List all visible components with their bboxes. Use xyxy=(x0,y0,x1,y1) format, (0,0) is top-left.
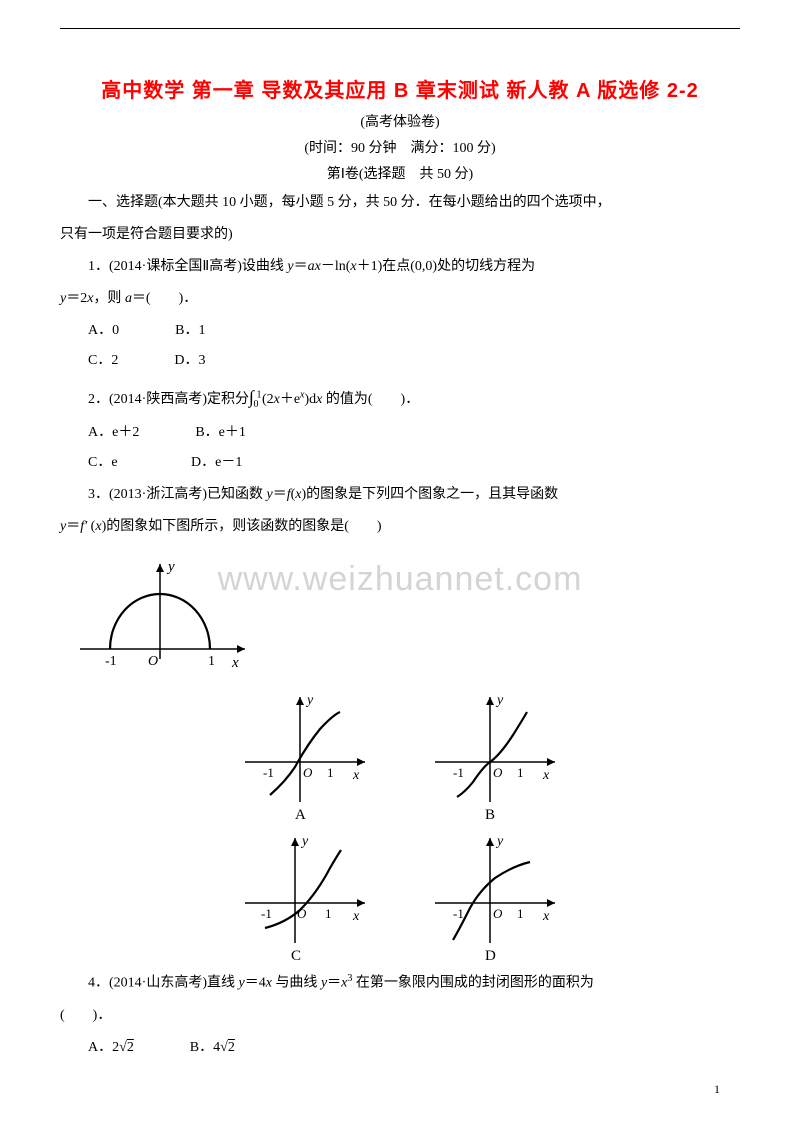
var-ax: ax xyxy=(308,259,321,274)
q1-options-2: C．2 D．3 xyxy=(88,347,740,375)
q2-options-2: C．e D．e－1 xyxy=(88,449,740,477)
q4-opt-gap: B．4 xyxy=(134,1040,220,1055)
q2-text-e: 的值为( )． xyxy=(326,392,419,407)
page-container: www.weizhuannet.com 高中数学 第一章 导数及其应用 B 章末… xyxy=(0,0,800,1117)
svg-text:x: x xyxy=(542,909,550,924)
sqrt-sign: √ xyxy=(220,1040,228,1055)
q4-options-1: A．2√2 B．4√2 xyxy=(88,1034,740,1062)
question-4-line2: ( )． xyxy=(60,1002,740,1030)
svg-text:1: 1 xyxy=(327,765,334,780)
main-graph-svg: -1 O 1 x y xyxy=(60,549,260,679)
graph-option-c: -1 O 1 x y C xyxy=(235,828,375,963)
svg-text:1: 1 xyxy=(517,906,524,921)
svg-text:1: 1 xyxy=(517,765,524,780)
svg-text:O: O xyxy=(493,765,503,780)
svg-text:y: y xyxy=(495,693,504,708)
doc-title: 高中数学 第一章 导数及其应用 B 章末测试 新人教 A 版选修 2-2 xyxy=(60,74,740,103)
q1-text-g: ＝( )． xyxy=(132,291,197,306)
svg-text:O: O xyxy=(148,654,158,669)
section-intro-2: 只有一项是符合题目要求的) xyxy=(60,221,740,249)
svg-text:y: y xyxy=(305,693,314,708)
q3-text-d: )的图象是下列四个图象之一，且其导函数 xyxy=(302,487,559,502)
svg-text:O: O xyxy=(303,765,313,780)
q2-text-c: ＋e xyxy=(280,392,300,407)
svg-text:B: B xyxy=(485,807,495,822)
q4-opt-a: A．2 xyxy=(88,1040,119,1055)
q2-text-a: 2．(2014·陕西高考)定积分 xyxy=(88,392,249,407)
q1-text-c: －ln( xyxy=(321,259,351,274)
q1-text-e: ＝2 xyxy=(66,291,87,306)
svg-text:1: 1 xyxy=(208,654,215,669)
q3-text-a: 3．(2013·浙江高考)已知函数 xyxy=(88,487,267,502)
svg-text:-1: -1 xyxy=(105,654,117,669)
svg-text:-1: -1 xyxy=(453,906,464,921)
derivative-graph: -1 O 1 x y xyxy=(60,549,740,679)
graph-option-d: -1 O 1 x y D xyxy=(425,828,565,963)
q2-text-b: (2 xyxy=(258,392,273,407)
q1-text-f: ，则 xyxy=(93,291,125,306)
sqrt-2: 2 xyxy=(127,1040,134,1055)
q1-options-1: A．0 B．1 xyxy=(88,317,740,345)
svg-text:y: y xyxy=(300,834,309,849)
var-x: x xyxy=(316,392,326,407)
subtitle-1: (高考体验卷) xyxy=(60,111,740,131)
question-3-line2: y＝f′ (x)的图象如下图所示，则该函数的图象是( ) xyxy=(60,513,740,541)
svg-text:x: x xyxy=(352,768,360,783)
question-3: 3．(2013·浙江高考)已知函数 y＝f(x)的图象是下列四个图象之一，且其导… xyxy=(60,481,740,509)
subtitle-3: 第Ⅰ卷(选择题 共 50 分) xyxy=(60,163,740,183)
q1-text-d: ＋1)在点(0,0)处的切线方程为 xyxy=(357,259,536,274)
svg-text:A: A xyxy=(295,807,306,822)
graph-d-svg: -1 O 1 x y D xyxy=(425,828,565,963)
svg-text:O: O xyxy=(493,906,503,921)
q4-text-d: ＝ xyxy=(327,976,341,991)
q3-text-b: ＝ xyxy=(273,487,287,502)
q1-text-a: 1．(2014·课标全国Ⅱ高考)设曲线 xyxy=(88,259,287,274)
var-a: a xyxy=(125,291,132,306)
q2-options-1: A．e＋2 B．e＋1 xyxy=(88,419,740,447)
option-graphs-row-2: -1 O 1 x y C -1 O 1 x y D xyxy=(60,828,740,963)
q4-text-a: 4．(2014·山东高考)直线 xyxy=(88,976,239,991)
section-intro: 一、选择题(本大题共 10 小题，每小题 5 分，共 50 分．在每小题给出的四… xyxy=(60,189,740,217)
sqrt-sign: √ xyxy=(119,1040,127,1055)
page-number: 1 xyxy=(60,1082,740,1097)
question-1-line2: y＝2x，则 a＝( )． xyxy=(60,285,740,313)
svg-text:1: 1 xyxy=(325,906,332,921)
svg-text:D: D xyxy=(485,948,496,963)
sqrt-2b: 2 xyxy=(228,1040,235,1055)
q4-text-e: 在第一象限内围成的封闭图形的面积为 xyxy=(352,976,594,991)
graph-a-svg: -1 O 1 x y A xyxy=(235,687,375,822)
svg-text:y: y xyxy=(166,559,175,575)
q3-text-g: )的图象如下图所示，则该函数的图象是( ) xyxy=(102,519,382,534)
svg-text:-1: -1 xyxy=(261,906,272,921)
svg-text:O: O xyxy=(297,906,307,921)
question-1: 1．(2014·课标全国Ⅱ高考)设曲线 y＝ax－ln(x＋1)在点(0,0)处… xyxy=(60,253,740,281)
q3-text-e: ＝ xyxy=(66,519,80,534)
graph-b-svg: -1 O 1 x y B xyxy=(425,687,565,822)
q4-text-b: ＝4 xyxy=(245,976,266,991)
svg-text:x: x xyxy=(352,909,360,924)
question-4: 4．(2014·山东高考)直线 y＝4x 与曲线 y＝x3 在第一象限内围成的封… xyxy=(60,969,740,998)
svg-text:y: y xyxy=(495,834,504,849)
svg-text:C: C xyxy=(291,948,301,963)
svg-text:x: x xyxy=(542,768,550,783)
q2-text-d: )d xyxy=(305,392,317,407)
svg-text:-1: -1 xyxy=(263,765,274,780)
graph-option-a: -1 O 1 x y A xyxy=(235,687,375,822)
subtitle-2: (时间：90 分钟 满分：100 分) xyxy=(60,137,740,157)
top-rule xyxy=(60,28,740,29)
svg-text:-1: -1 xyxy=(453,765,464,780)
svg-text:x: x xyxy=(231,655,239,671)
graph-c-svg: -1 O 1 x y C xyxy=(235,828,375,963)
graph-option-b: -1 O 1 x y B xyxy=(425,687,565,822)
q1-text-b: ＝ xyxy=(294,259,308,274)
q4-text-c: 与曲线 xyxy=(272,976,321,991)
question-2: 2．(2014·陕西高考)定积分∫ 10 (2x＋ex)dx 的值为( )． xyxy=(60,379,740,415)
option-graphs-row-1: -1 O 1 x y A -1 O 1 x y B xyxy=(60,687,740,822)
